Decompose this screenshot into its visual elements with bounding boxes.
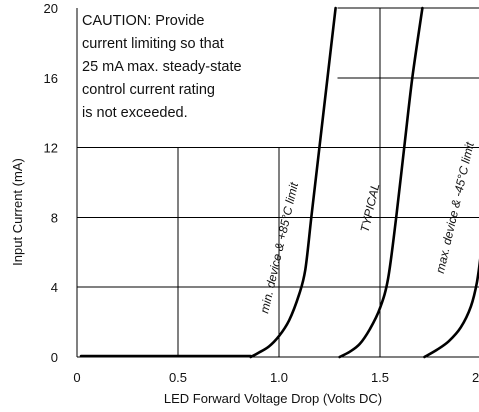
y-axis-title: Input Current (mA) [10,158,25,266]
x-tick-label: 1.5 [371,370,389,385]
x-axis-title: LED Forward Voltage Drop (Volts DC) [164,391,382,406]
x-tick-label: 2.0 [472,370,479,385]
caution-annotation: CAUTION: Provide current limiting so tha… [82,13,242,121]
caution-line-5: is not exceeded. [82,105,188,121]
series-curves [79,6,479,359]
x-tick-label: 0 [73,370,80,385]
x-tick-label: 0.5 [169,370,187,385]
x-tick-label: 1.0 [270,370,288,385]
series-curve-0 [249,6,337,359]
caution-line-2: current limiting so that [82,36,224,52]
caution-line-3: 25 mA max. steady-state [82,59,242,75]
y-tick-label: 4 [51,280,58,295]
y-tick-label: 0 [51,350,58,365]
y-tick-label: 16 [44,71,58,86]
y-tick-label: 8 [51,210,58,225]
series-curve-1 [338,6,424,359]
y-tick-label: 20 [44,1,58,16]
caution-line-4: control current rating [82,82,215,98]
series-label-1: TYPICAL [358,182,383,234]
caution-line-1: CAUTION: Provide [82,13,204,29]
x-tick-labels: 0 0.5 1.0 1.5 2.0 [73,370,479,385]
series-curve-2 [423,258,479,359]
y-tick-labels: 0 4 8 12 16 20 [44,1,58,365]
y-tick-label: 12 [44,141,58,156]
series-labels: min. device & +85°C limit TYPICAL max. dev… [257,140,477,315]
series-label-2: max. device & -45°C limit [433,140,477,275]
